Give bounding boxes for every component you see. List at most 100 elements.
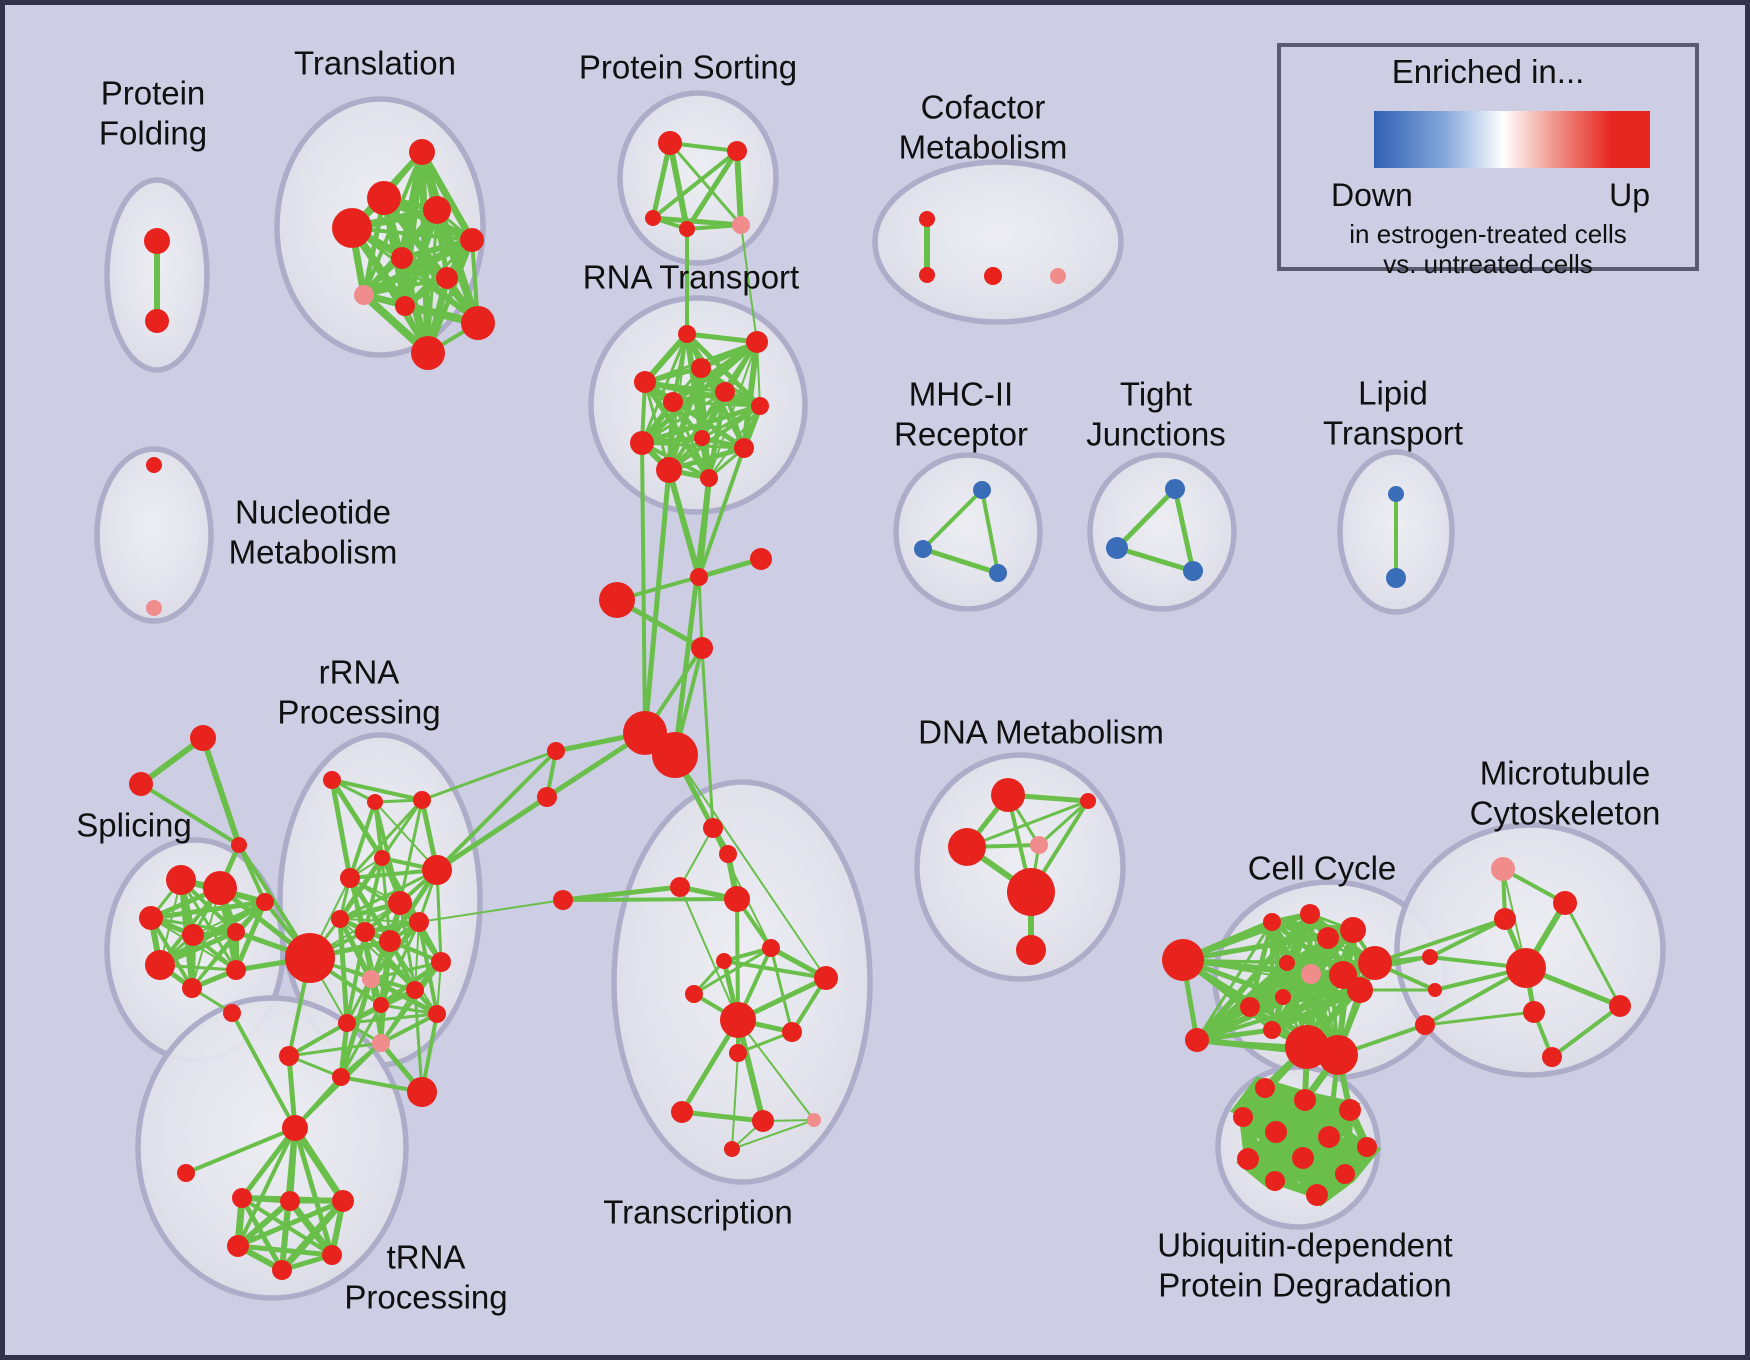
node-translation-7: [354, 285, 374, 305]
node-trna-5: [322, 1245, 342, 1265]
cluster-label-lipid-transport: Lipid: [1358, 375, 1428, 412]
edge: [287, 1041, 383, 1058]
edge: [1037, 799, 1090, 847]
edge: [338, 868, 439, 921]
node-trna-0: [282, 1115, 308, 1141]
edge: [235, 1198, 346, 1249]
edge: [697, 575, 704, 650]
edge: [666, 445, 747, 473]
node-microtubule-5: [1523, 1001, 1545, 1023]
node-conn-6: [547, 742, 565, 760]
node-cell_cycle-12: [1263, 1021, 1281, 1039]
cluster-label-microtubule-cytoskeleton: Microtubule: [1480, 755, 1651, 792]
node-splicing-0: [166, 865, 196, 895]
node-microtubule-0: [1491, 857, 1515, 881]
node-cell_cycle-6: [1340, 917, 1366, 943]
node-transcription-8: [720, 1002, 756, 1038]
node-splicing-7: [226, 960, 246, 980]
node-trna-4: [227, 1235, 249, 1257]
cluster-label-rna-transport: RNA Transport: [583, 259, 799, 296]
edge: [640, 441, 647, 735]
edge: [679, 886, 739, 1021]
node-ubiquitin-6: [1357, 1137, 1377, 1157]
cluster-label-nucleotide-metabolism: Nucleotide: [235, 494, 391, 531]
edge: [239, 1125, 298, 1201]
edge: [362, 276, 449, 297]
node-transcription-6: [814, 966, 838, 990]
edge: [287, 1021, 349, 1058]
edge: [286, 1197, 336, 1259]
node-rrna-13: [406, 981, 424, 999]
node-mhc-0: [973, 481, 991, 499]
cluster-label-lipid-transport: Transport: [1323, 415, 1463, 452]
node-protein_sorting-0: [658, 131, 682, 155]
node-rna_transport-11: [700, 469, 718, 487]
node-tight-1: [1106, 537, 1128, 559]
edge: [380, 856, 392, 943]
edge: [434, 794, 550, 873]
node-ubiquitin-0: [1233, 1107, 1253, 1127]
edge: [1244, 1084, 1269, 1163]
node-microtubule-4: [1609, 995, 1631, 1017]
node-cofactor-0: [919, 211, 935, 227]
legend-gradient-bar: [1374, 111, 1650, 168]
node-transcription-3: [724, 886, 750, 912]
node-rna_transport-3: [634, 371, 656, 393]
node-conn-11: [223, 1004, 241, 1022]
cluster-label-ubiquitin-degradation: Protein Degradation: [1158, 1267, 1452, 1304]
edge: [379, 1003, 439, 1016]
edge: [722, 959, 828, 980]
edge: [278, 1197, 347, 1274]
cluster-label-rrna-processing: Processing: [277, 694, 440, 731]
node-transcription-7: [685, 985, 703, 1003]
node-transcription-9: [782, 1022, 802, 1042]
node-rrna-16: [338, 1014, 356, 1032]
edge: [418, 148, 476, 244]
node-splicing-2: [139, 906, 163, 930]
edge: [674, 754, 827, 979]
edge: [337, 916, 350, 1026]
node-cell_cycle-7: [1279, 955, 1295, 971]
cluster-label-nucleotide-metabolism: Metabolism: [229, 534, 398, 571]
node-lipid-1: [1386, 568, 1406, 588]
edge: [668, 141, 743, 227]
node-rna_transport-1: [746, 331, 768, 353]
node-rrna-15: [428, 1005, 446, 1023]
node-protein_folding-0: [144, 228, 170, 254]
edge: [667, 404, 762, 472]
node-conn-5: [652, 732, 698, 778]
edge: [292, 1125, 335, 1258]
edge: [338, 1020, 350, 1080]
node-rrna-11: [431, 952, 451, 972]
edge: [339, 1003, 383, 1079]
cluster-label-mhc-ii-receptor: Receptor: [894, 416, 1028, 453]
node-rna_transport-8: [694, 430, 710, 446]
node-ubiquitin-1: [1255, 1078, 1275, 1098]
node-splicing-3: [182, 924, 204, 946]
node-rrna-6: [355, 922, 375, 942]
edge: [740, 224, 758, 343]
node-splicing-6: [182, 978, 202, 998]
node-ubiquitin-7: [1237, 1148, 1259, 1170]
node-rrna-10: [422, 855, 452, 885]
node-conn-14: [1428, 983, 1442, 997]
cluster-label-protein-sorting: Protein Sorting: [579, 49, 797, 86]
edge: [200, 735, 242, 848]
node-transcription-14: [724, 1141, 740, 1157]
node-translation-2: [423, 196, 451, 224]
node-rrna-14: [373, 997, 389, 1013]
edge: [379, 1012, 439, 1045]
cluster-label-trna-processing: Processing: [344, 1279, 507, 1316]
edge: [769, 946, 794, 1034]
node-protein_folding-1: [145, 309, 169, 333]
edge: [640, 390, 727, 445]
edge: [672, 475, 712, 758]
node-transcription-12: [752, 1110, 774, 1132]
node-rrna-18: [279, 1046, 299, 1066]
edge: [230, 1011, 297, 1130]
node-dna-1: [1080, 793, 1096, 809]
cluster-label-mhc-ii-receptor: MHC-II: [909, 376, 1013, 413]
node-ubiquitin-2: [1294, 1089, 1316, 1111]
legend-title: Enriched in...: [1391, 53, 1585, 90]
